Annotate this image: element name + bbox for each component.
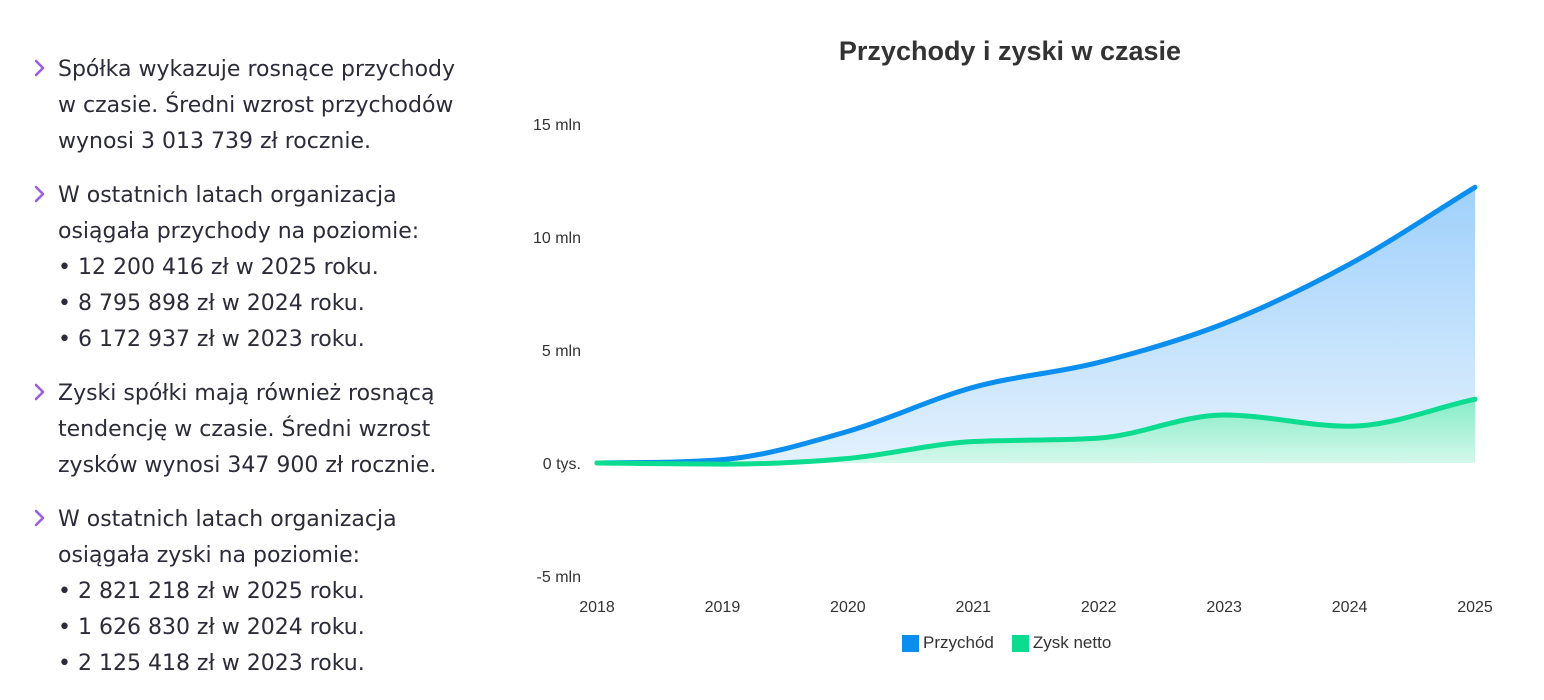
summary-line: W ostatnich latach organizacja	[58, 507, 397, 532]
summary-line: tendencję w czasie. Średni wzrost	[58, 417, 431, 442]
legend-label: Zysk netto	[1032, 633, 1112, 652]
summary-line: osiągała przychody na poziomie:	[58, 219, 420, 244]
x-tick-label: 2019	[705, 599, 741, 616]
summary-line: w czasie. Średni wzrost przychodów	[58, 93, 454, 118]
y-tick-label: 5 mln	[542, 343, 581, 360]
summary-list-item: • 6 172 937 zł w 2023 roku.	[58, 327, 365, 352]
x-tick-label: 2024	[1332, 599, 1368, 616]
x-tick-label: 2018	[579, 599, 615, 616]
summary-block: W ostatnich latach organizacja osiągała z…	[30, 502, 480, 682]
series-area-0	[597, 187, 1475, 463]
summary-line: wynosi 3 013 739 zł rocznie.	[58, 129, 371, 154]
chevron-right-icon	[34, 383, 45, 401]
summary-text: Spółka wykazuje rosnące przychody w czasi…	[30, 52, 480, 700]
chevron-right-icon	[34, 59, 45, 77]
revenue-profit-chart: Przychody i zyski w czasie 15 mln 10 mln 5…	[490, 0, 1544, 679]
summary-list-item: • 12 200 416 zł w 2025 roku.	[58, 255, 379, 280]
y-tick-label: 0 tys.	[543, 456, 581, 473]
series-line-0	[594, 184, 1478, 466]
x-tick-label: 2021	[955, 599, 991, 616]
legend-label: Przychód	[923, 633, 994, 652]
summary-line: Zyski spółki mają również rosnącą	[58, 381, 435, 406]
chart-plot: 15 mln 10 mln 5 mln 0 tys. -5 mln 2018 2019 202…	[533, 117, 1493, 616]
summary-list-item: • 2 821 218 zł w 2025 roku.	[58, 579, 365, 604]
summary-line: Spółka wykazuje rosnące przychody	[58, 57, 456, 82]
summary-line: osiągała zyski na poziomie:	[58, 543, 361, 568]
chevron-right-icon	[34, 185, 45, 203]
y-tick-label: -5 mln	[537, 569, 581, 586]
summary-list-item: • 2 125 418 zł w 2023 roku.	[58, 651, 365, 676]
x-tick-label: 2023	[1206, 599, 1242, 616]
legend-item[interactable]: Przychód	[902, 633, 994, 653]
chart-title: Przychody i zyski w czasie	[838, 36, 1182, 66]
summary-line: zysków wynosi 347 900 zł rocznie.	[58, 453, 437, 478]
summary-block: Zyski spółki mają również rosnącą tendenc…	[30, 376, 480, 484]
x-tick-label: 2020	[830, 599, 866, 616]
summary-block: Spółka wykazuje rosnące przychody w czasi…	[30, 52, 480, 160]
y-tick-label: 10 mln	[533, 230, 581, 247]
chart-legend: Przychód Zysk netto	[902, 632, 1129, 654]
chevron-right-icon	[34, 509, 45, 527]
y-tick-label: 15 mln	[533, 117, 581, 134]
summary-list-item: • 8 795 898 zł w 2024 roku.	[58, 291, 365, 316]
summary-line: W ostatnich latach organizacja	[58, 183, 397, 208]
x-tick-label: 2022	[1081, 599, 1117, 616]
summary-list-item: • 1 626 830 zł w 2024 roku.	[58, 615, 365, 640]
series-line-1	[594, 396, 1478, 467]
legend-swatch	[1011, 634, 1029, 652]
series-area-1	[597, 399, 1475, 465]
legend-item[interactable]: Zysk netto	[1011, 633, 1112, 653]
summary-block: W ostatnich latach organizacja osiągała p…	[30, 178, 480, 358]
x-tick-label: 2025	[1457, 599, 1493, 616]
legend-swatch	[902, 634, 919, 652]
